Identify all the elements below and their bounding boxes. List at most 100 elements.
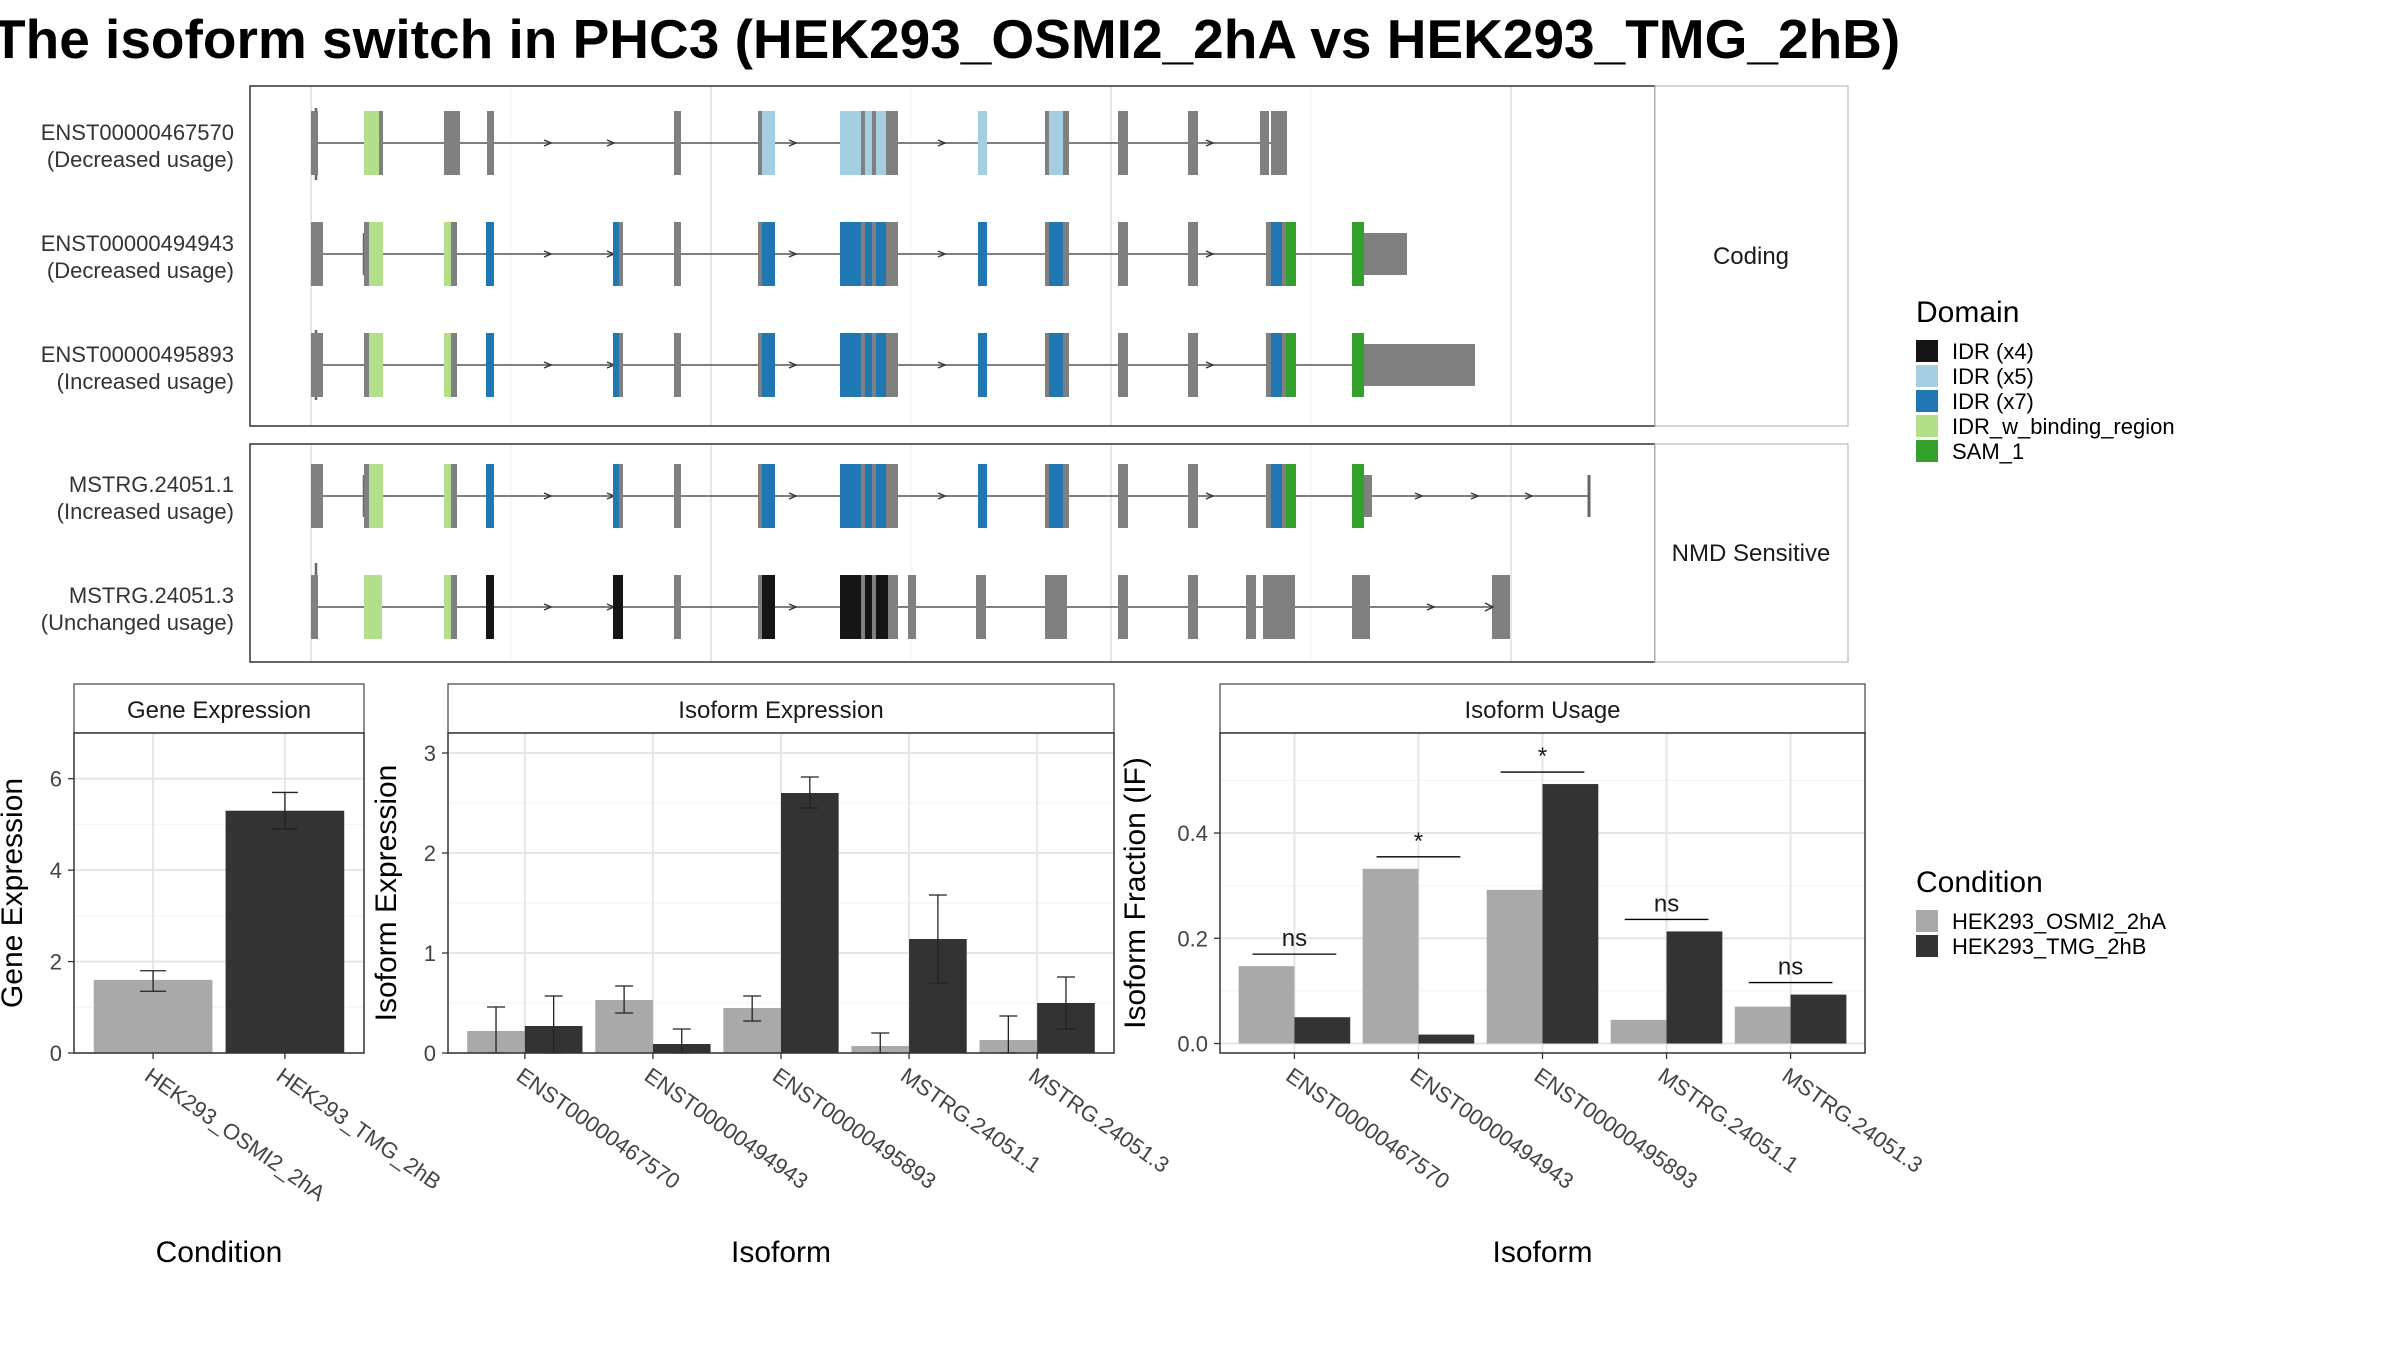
facet-strip-coding xyxy=(1654,85,1849,427)
legend-label: IDR_w_binding_region xyxy=(1952,414,2175,439)
domain-block xyxy=(1286,333,1296,397)
bar xyxy=(1486,889,1543,1044)
domain-block xyxy=(444,575,451,639)
direction-arrow xyxy=(788,139,798,147)
exon xyxy=(1118,333,1128,397)
exon xyxy=(886,464,898,528)
exon xyxy=(451,222,457,286)
domain-block xyxy=(1271,222,1282,286)
bar xyxy=(781,793,839,1053)
direction-arrow xyxy=(543,139,553,147)
exon xyxy=(1118,464,1128,528)
direction-arrow xyxy=(1524,492,1534,500)
exon xyxy=(364,222,369,286)
exon xyxy=(311,333,323,397)
exon xyxy=(861,111,865,175)
domain-block xyxy=(613,464,623,528)
exon xyxy=(872,222,876,286)
transcript-track xyxy=(311,464,1591,528)
direction-arrow xyxy=(543,250,553,258)
domain-block xyxy=(613,333,623,397)
exon xyxy=(872,464,876,528)
exon xyxy=(451,464,457,528)
direction-arrow xyxy=(937,361,947,369)
domain-block xyxy=(978,333,987,397)
bar xyxy=(1362,868,1419,1044)
significance-label: * xyxy=(1414,828,1423,855)
exon xyxy=(872,575,876,639)
utr-block xyxy=(1364,233,1407,275)
bar xyxy=(1294,1017,1351,1044)
legend-label: HEK293_TMG_2hB xyxy=(1952,934,2146,959)
exon xyxy=(1282,222,1286,286)
x-axis-title: Isoform xyxy=(731,1236,831,1269)
domain-block xyxy=(369,464,383,528)
transcript-name: ENST00000495893 xyxy=(41,342,234,367)
domain-block xyxy=(613,575,623,639)
direction-arrow xyxy=(1205,361,1215,369)
legend-key xyxy=(1916,935,1938,957)
exon xyxy=(311,464,323,528)
exon xyxy=(379,111,383,175)
bar xyxy=(1238,966,1295,1044)
transcript-usage: (Decreased usage) xyxy=(47,258,234,283)
exon xyxy=(674,333,681,397)
panel-strip xyxy=(447,683,1115,734)
domain-block xyxy=(762,464,775,528)
direction-arrow xyxy=(543,492,553,500)
legend-label: HEK293_OSMI2_2hA xyxy=(1952,909,2166,934)
y-tick-label: 4 xyxy=(50,858,62,883)
legend-label: IDR (x4) xyxy=(1952,339,2034,364)
exon xyxy=(674,222,681,286)
exon xyxy=(758,575,762,639)
transcript-labels: ENST00000467570 (Decreased usage) ENST00… xyxy=(41,120,234,635)
transcript-name: MSTRG.24051.3 xyxy=(69,583,234,608)
direction-arrow xyxy=(1205,492,1215,500)
legend-label: SAM_1 xyxy=(1952,439,2024,464)
exon xyxy=(861,464,865,528)
exon xyxy=(311,111,318,175)
bar xyxy=(225,810,345,1053)
bar xyxy=(1610,1019,1667,1044)
domain-block xyxy=(1286,222,1296,286)
exon xyxy=(1118,222,1128,286)
exon xyxy=(364,464,369,528)
exon xyxy=(1118,111,1128,175)
chart-2: Isoform Usagens**nsns0.00.20.4ENST000004… xyxy=(1119,683,1927,1269)
exon xyxy=(1118,575,1128,639)
exon xyxy=(1045,222,1049,286)
direction-arrow xyxy=(937,250,947,258)
panel-strip xyxy=(1219,683,1866,734)
direction-arrow xyxy=(788,361,798,369)
direction-arrow xyxy=(543,361,553,369)
domain-block xyxy=(762,333,775,397)
y-tick-label: 2 xyxy=(424,841,436,866)
transcript-usage: (Increased usage) xyxy=(57,499,234,524)
exon xyxy=(758,222,762,286)
y-tick-label: 0.4 xyxy=(1177,821,1208,846)
exon xyxy=(487,111,494,175)
domain-block xyxy=(762,111,775,175)
exon xyxy=(1188,464,1198,528)
exon xyxy=(674,111,681,175)
utr-block xyxy=(1364,475,1372,517)
exon xyxy=(451,575,457,639)
exon xyxy=(619,222,623,286)
domain-block xyxy=(486,575,494,639)
domain-block xyxy=(444,333,451,397)
direction-arrow xyxy=(937,139,947,147)
transcript-track xyxy=(311,108,1287,180)
exon xyxy=(1260,111,1269,175)
direction-arrow xyxy=(1470,492,1480,500)
exon xyxy=(674,464,681,528)
domain-block xyxy=(1049,222,1063,286)
legend-key xyxy=(1916,910,1938,932)
exon xyxy=(872,333,876,397)
bar xyxy=(1666,931,1723,1044)
legend-key xyxy=(1916,365,1938,387)
y-axis-title: Isoform Fraction (IF) xyxy=(1119,757,1152,1029)
domain-block xyxy=(486,464,494,528)
domain-legend: Domain IDR (x4)IDR (x5)IDR (x7)IDR_w_bin… xyxy=(1916,296,2175,464)
domain-block xyxy=(486,222,494,286)
